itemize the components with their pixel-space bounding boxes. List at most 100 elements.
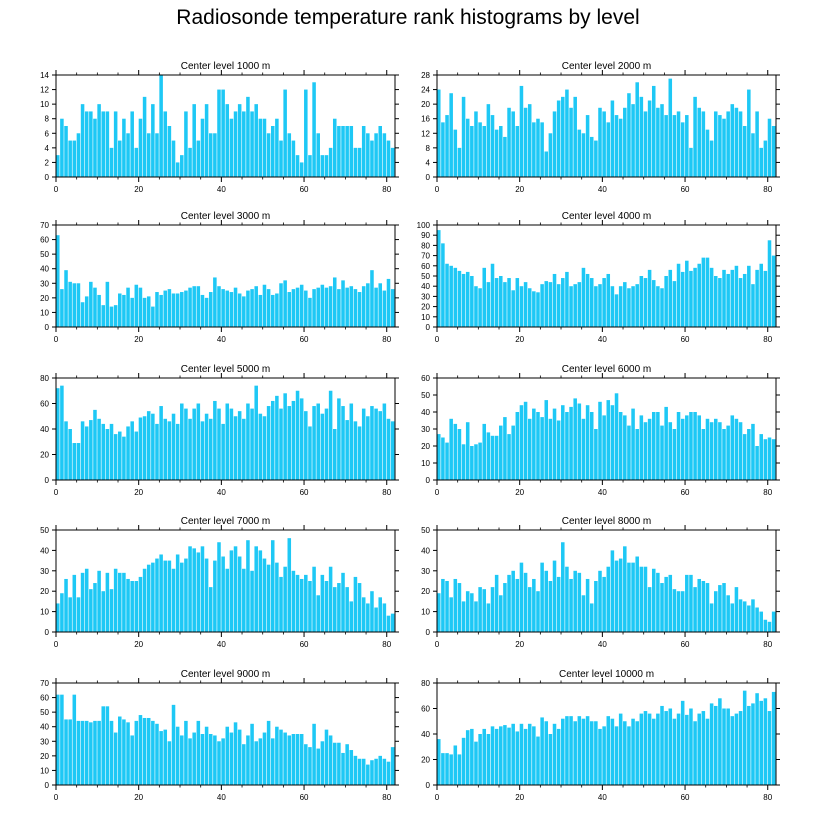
bar xyxy=(283,393,287,480)
bar xyxy=(470,126,474,177)
bar xyxy=(254,286,258,327)
bar xyxy=(225,290,230,327)
bar xyxy=(64,578,68,632)
bar xyxy=(738,278,743,327)
y-tick-label: 60 xyxy=(40,236,49,245)
bar xyxy=(138,715,143,785)
bar xyxy=(242,418,246,480)
bar xyxy=(519,85,524,177)
bar xyxy=(585,273,590,327)
bar xyxy=(175,162,180,177)
x-tick-label: 60 xyxy=(300,640,309,649)
bar xyxy=(134,147,139,177)
panel-5: Center level 5000 m 0 20 40 60 80 0 20 40 60 80 xyxy=(40,364,399,497)
y-tick-label: 70 xyxy=(40,679,49,688)
bar xyxy=(118,140,122,177)
bar xyxy=(643,566,648,632)
bar xyxy=(56,155,60,177)
bar xyxy=(751,703,755,785)
bar xyxy=(577,403,582,480)
bar xyxy=(246,290,250,327)
bar xyxy=(113,305,118,327)
bar xyxy=(357,583,362,632)
y-tick-label: 80 xyxy=(421,241,430,250)
bar xyxy=(316,133,320,177)
bar xyxy=(664,576,668,632)
bar xyxy=(386,278,391,327)
y-tick-label: 4 xyxy=(45,144,50,153)
bar xyxy=(449,597,453,632)
y-tick-label: 8 xyxy=(426,144,431,153)
panel-title: Center level 3000 m xyxy=(181,211,271,222)
bar xyxy=(357,758,362,785)
bar xyxy=(171,413,176,480)
bar xyxy=(93,118,97,177)
bar xyxy=(250,111,254,177)
x-tick-label: 60 xyxy=(681,640,690,649)
bar xyxy=(734,713,739,785)
bar xyxy=(627,726,631,785)
bar xyxy=(316,748,320,785)
bar xyxy=(577,129,582,177)
bar xyxy=(353,421,358,480)
y-tick-label: 24 xyxy=(421,86,430,95)
bar xyxy=(441,437,445,480)
bar xyxy=(134,581,139,632)
bar xyxy=(618,713,623,785)
bar xyxy=(287,406,292,480)
bar xyxy=(270,294,275,327)
bar xyxy=(747,605,751,632)
x-tick-label: 0 xyxy=(54,335,59,344)
bar xyxy=(742,601,747,632)
bar xyxy=(366,764,370,785)
plot-frame xyxy=(55,529,396,633)
bar xyxy=(693,96,697,177)
bar xyxy=(60,694,64,785)
bar xyxy=(478,122,482,177)
bar xyxy=(188,147,192,177)
bar xyxy=(701,429,706,480)
bar xyxy=(726,425,730,480)
bar xyxy=(159,75,163,177)
bar xyxy=(656,572,660,632)
bar xyxy=(457,583,462,632)
bar xyxy=(631,562,635,632)
bar xyxy=(345,126,349,177)
bar xyxy=(270,738,275,785)
bar xyxy=(142,717,147,785)
x-tick-label: 40 xyxy=(598,640,607,649)
bar xyxy=(631,408,635,480)
bar xyxy=(709,422,714,480)
bar xyxy=(519,286,524,327)
bar xyxy=(523,728,528,785)
bar xyxy=(697,415,701,480)
bar xyxy=(155,558,159,632)
bar xyxy=(437,434,441,480)
bar xyxy=(486,734,491,785)
bar xyxy=(697,578,701,632)
bar xyxy=(627,562,631,632)
y-tick-label: 30 xyxy=(40,567,49,576)
bar xyxy=(361,126,366,177)
x-tick-label: 0 xyxy=(435,335,440,344)
bar xyxy=(734,107,739,177)
bar xyxy=(482,267,487,327)
bar xyxy=(217,741,221,785)
y-tick-label: 50 xyxy=(40,526,49,535)
y-tick-label: 10 xyxy=(40,100,49,109)
bar xyxy=(304,411,308,480)
bar xyxy=(647,269,652,327)
bar xyxy=(515,278,520,327)
bar xyxy=(453,745,458,785)
x-tick-label: 40 xyxy=(217,488,226,497)
bar xyxy=(651,412,656,480)
bar xyxy=(89,111,93,177)
bar xyxy=(726,708,730,785)
x-tick-label: 60 xyxy=(681,335,690,344)
bar xyxy=(357,292,362,327)
bar xyxy=(503,417,507,480)
bar xyxy=(208,587,213,632)
bar xyxy=(80,572,85,632)
bar xyxy=(507,278,511,327)
bar xyxy=(445,115,449,177)
